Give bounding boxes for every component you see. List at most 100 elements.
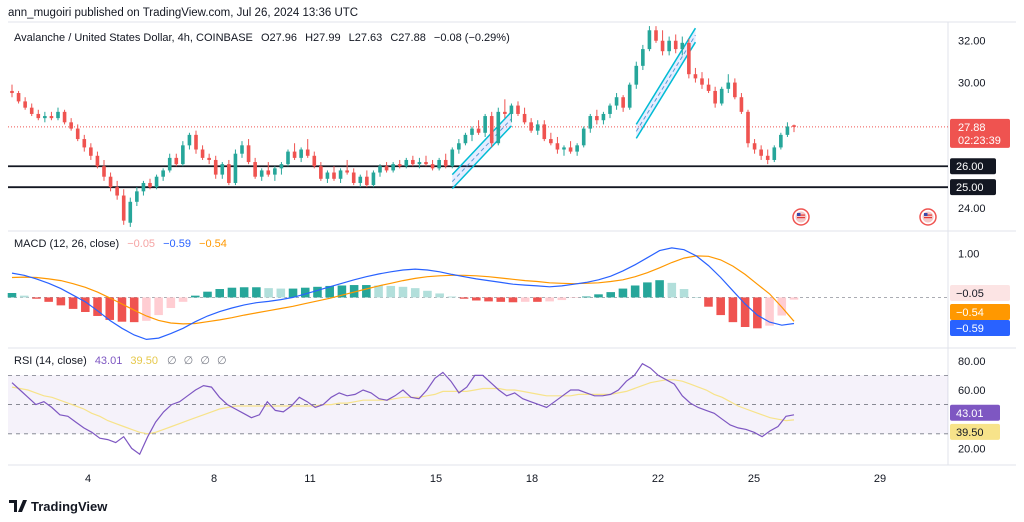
price-channels: [451, 27, 697, 190]
candle-body: [588, 116, 593, 129]
macd-title: MACD (12, 26, close): [14, 238, 119, 250]
macd-histogram-bar: [19, 295, 29, 298]
macd-histogram-bar: [630, 285, 640, 298]
candle-body: [489, 116, 494, 144]
rsi-value: 43.01: [95, 355, 123, 367]
rsi-ma-last-label: 39.50: [950, 423, 1000, 440]
macd-signal-last-label-text: −0.54: [956, 307, 984, 319]
price-tick-label: 24.00: [958, 203, 986, 215]
candle-body: [29, 107, 34, 114]
candle-body: [654, 30, 658, 41]
candle-body: [516, 105, 520, 114]
rsi-legend: RSI (14, close) 43.01 39.50 ∅ ∅ ∅ ∅: [14, 355, 227, 367]
candlesticks: [10, 26, 796, 227]
candle-body: [483, 116, 487, 133]
macd-histogram-bar: [68, 297, 78, 309]
candle-body: [305, 149, 310, 156]
macd-signal-value: −0.54: [199, 238, 227, 250]
candle-body: [726, 82, 731, 89]
us-flag-icon[interactable]: [792, 208, 810, 226]
candle-body: [89, 147, 93, 156]
support-price-label: 26.00: [950, 158, 996, 175]
candle-body: [733, 82, 737, 98]
pane-frame: [8, 21, 1016, 466]
candle-body: [424, 162, 428, 165]
macd-histogram-bar: [288, 288, 298, 298]
candle-body: [535, 124, 540, 131]
candle-body: [246, 145, 251, 163]
candle-body: [227, 164, 231, 183]
ohlc-low: L27.63: [349, 32, 383, 44]
rsi-last-label-text: 43.01: [956, 408, 984, 420]
rsi-empty-2: ∅: [184, 355, 194, 367]
candle-body: [378, 166, 382, 173]
macd-histogram-bar: [349, 285, 359, 298]
macd-histogram-bar: [56, 297, 66, 306]
candle-body: [292, 151, 297, 158]
candle-body: [181, 145, 185, 165]
candle-body: [660, 40, 665, 52]
macd-line: [11, 247, 795, 341]
macd-tick-label: 1.00: [958, 248, 979, 260]
candle-body: [240, 145, 244, 154]
channel-upper: [635, 27, 697, 125]
macd-histogram-bar: [44, 297, 53, 302]
candle-body: [371, 172, 376, 186]
rsi-pane: [8, 362, 948, 456]
candle-body: [411, 159, 415, 165]
macd-histogram-bar: [93, 297, 102, 316]
macd-histogram-bar: [276, 288, 286, 298]
time-tick-label: 8: [211, 473, 217, 485]
candle-body: [719, 88, 724, 104]
macd-histogram-bar: [753, 297, 762, 329]
support-lines: [8, 126, 948, 189]
macd-histogram-bar: [386, 285, 396, 298]
candle-body: [706, 84, 711, 91]
candle-body: [174, 157, 179, 165]
macd-histogram-bar: [410, 288, 420, 298]
support-price-label-bg: [950, 158, 996, 175]
macd-histogram-bar: [508, 297, 518, 303]
rsi-ma-line: [11, 379, 795, 435]
rsi-ma-last-label-text: 39.50: [956, 427, 984, 439]
candle-body: [555, 143, 560, 150]
candle-body: [102, 166, 106, 177]
candle-body: [49, 116, 54, 119]
macd-line-value: −0.59: [163, 238, 191, 250]
rsi-title: RSI (14, close): [14, 355, 87, 367]
candle-body: [549, 139, 553, 144]
candle-body: [69, 122, 73, 129]
macd-histogram-bar: [264, 288, 273, 298]
candle-body: [273, 168, 277, 175]
candle-body: [312, 155, 317, 167]
us-flag-icon[interactable]: [919, 208, 937, 226]
macd-histogram-bar: [606, 292, 615, 298]
symbol-title: Avalanche / United States Dollar, 4h, CO…: [14, 32, 510, 44]
time-tick-label: 29: [874, 473, 886, 485]
macd-histogram-bar: [337, 285, 347, 298]
macd-histogram-bar: [569, 297, 579, 298]
macd-histogram-bar: [740, 297, 750, 328]
candle-body: [700, 78, 704, 85]
channel-upper: [451, 111, 512, 176]
candle-body: [759, 149, 763, 156]
rsi-last-label: 43.01: [950, 404, 1000, 421]
macd-histogram-bar: [215, 289, 224, 298]
candle-body: [233, 153, 238, 183]
candle-body: [279, 164, 284, 169]
candle-body: [148, 182, 152, 188]
macd-histogram-bar: [300, 287, 310, 298]
macd-histogram-bar: [728, 297, 738, 323]
candle-body: [713, 90, 717, 104]
candle-body: [404, 159, 409, 167]
time-tick-label: 11: [304, 473, 315, 485]
macd-histogram-bar: [227, 287, 237, 298]
macd-histogram-bar: [679, 289, 689, 298]
macd-histogram-bar: [154, 297, 163, 316]
candle-body: [286, 151, 290, 165]
macd-histogram-bar: [496, 297, 506, 302]
candle-body: [207, 157, 211, 160]
macd-histogram-bar: [7, 293, 17, 298]
candle-body: [121, 195, 126, 221]
last-price-label-bg: [950, 118, 1010, 148]
